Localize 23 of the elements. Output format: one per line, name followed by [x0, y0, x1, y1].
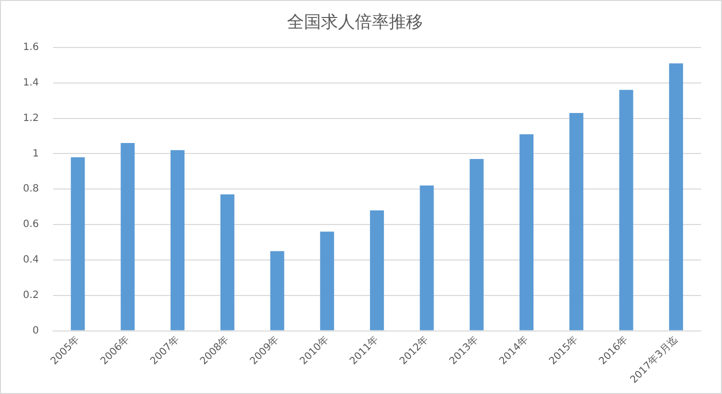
- y-tick-label: 1.6: [22, 42, 39, 53]
- y-tick-label: 1: [32, 148, 39, 160]
- y-tick-label: 0.8: [22, 184, 39, 195]
- bar: [220, 194, 234, 330]
- bar: [370, 210, 384, 330]
- bar: [520, 134, 534, 330]
- y-tick-label: 0.2: [22, 290, 39, 301]
- y-tick-label: 1.4: [22, 77, 39, 88]
- bar: [270, 251, 284, 330]
- bar: [470, 158, 484, 330]
- bar: [420, 186, 434, 330]
- bar: [619, 90, 634, 330]
- bar: [70, 157, 85, 330]
- bar: [569, 112, 584, 330]
- bar: [170, 150, 185, 330]
- bar: [669, 63, 684, 330]
- y-tick-label: 0.6: [22, 219, 39, 230]
- y-tick-label: 0: [32, 325, 39, 336]
- y-tick-label: 0.4: [22, 254, 39, 266]
- y-tick-label: 1.2: [22, 112, 39, 124]
- chart-title: 全国求人倍率推移: [287, 12, 423, 33]
- bar: [320, 232, 334, 330]
- bar: [120, 143, 135, 330]
